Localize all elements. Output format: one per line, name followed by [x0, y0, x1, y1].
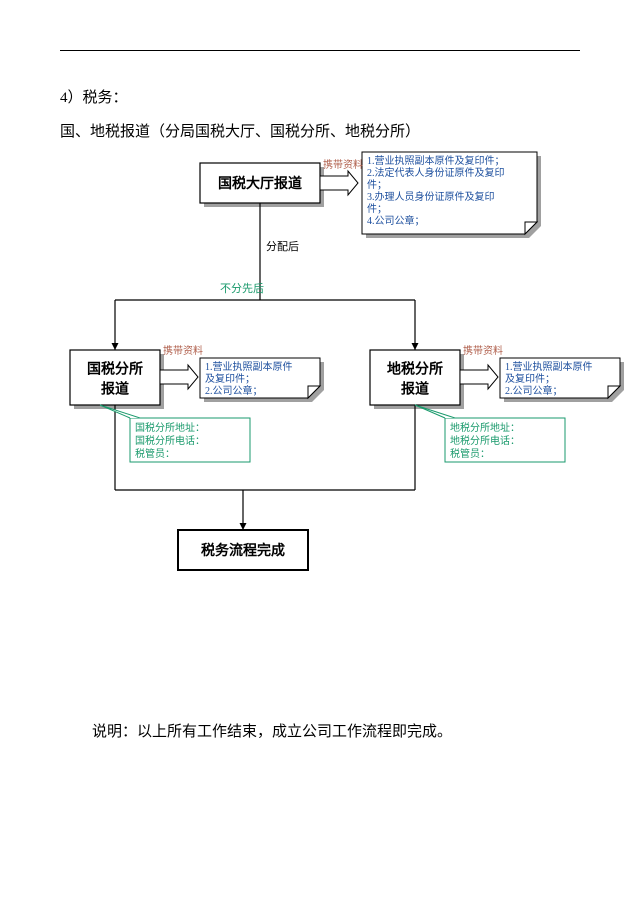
svg-text:2.法定代表人身份证原件及复印: 2.法定代表人身份证原件及复印: [367, 166, 505, 179]
svg-text:3.办理人员身份证原件及复印: 3.办理人员身份证原件及复印: [367, 190, 495, 203]
svg-text:2.公司公章；: 2.公司公章；: [205, 384, 263, 397]
svg-text:地税分所: 地税分所: [387, 361, 443, 378]
a_n3_note: [460, 365, 498, 389]
svg-text:及复印件；: 及复印件；: [505, 372, 555, 385]
footer-note: 说明：以上所有工作结束，成立公司工作流程即完成。: [92, 720, 452, 741]
svg-text:报道: 报道: [401, 381, 429, 398]
svg-text:国税分所电话：: 国税分所电话：: [135, 434, 205, 447]
svg-text:携带资料: 携带资料: [163, 344, 203, 357]
svg-text:税管员：: 税管员：: [135, 447, 175, 460]
svg-text:国税大厅报道: 国税大厅报道: [218, 175, 302, 192]
svg-text:国税分所地址：: 国税分所地址：: [135, 421, 205, 434]
svg-text:税管员：: 税管员：: [450, 447, 490, 460]
svg-text:1.营业执照副本原件及复印件；: 1.营业执照副本原件及复印件；: [367, 154, 505, 167]
svg-text:件；: 件；: [367, 203, 387, 215]
svg-text:不分先后: 不分先后: [220, 282, 264, 295]
flowchart: 国税大厅报道国税分所报道地税分所报道税务流程完成1.营业执照副本原件及复印件；2…: [0, 0, 640, 906]
svg-text:携带资料: 携带资料: [463, 344, 503, 357]
svg-text:1.营业执照副本原件: 1.营业执照副本原件: [205, 360, 293, 373]
svg-text:1.营业执照副本原件: 1.营业执照副本原件: [505, 360, 593, 373]
svg-text:及复印件；: 及复印件；: [205, 372, 255, 385]
svg-text:地税分所地址：: 地税分所地址：: [450, 421, 520, 434]
svg-text:报道: 报道: [101, 381, 129, 398]
a_n2_note: [160, 365, 198, 389]
svg-text:地税分所电话：: 地税分所电话：: [450, 434, 520, 447]
svg-text:携带资料: 携带资料: [323, 158, 363, 171]
svg-text:分配后: 分配后: [266, 240, 299, 253]
svg-text:件；: 件；: [367, 179, 387, 191]
page: 4）税务： 国、地税报道（分局国税大厅、国税分所、地税分所） 国税大厅报道国税分…: [0, 0, 640, 906]
a_n1_note: [320, 171, 358, 195]
svg-text:税务流程完成: 税务流程完成: [201, 542, 285, 559]
svg-text:2.公司公章；: 2.公司公章；: [505, 384, 563, 397]
svg-text:4.公司公章；: 4.公司公章；: [367, 214, 425, 227]
svg-text:国税分所: 国税分所: [87, 361, 143, 378]
